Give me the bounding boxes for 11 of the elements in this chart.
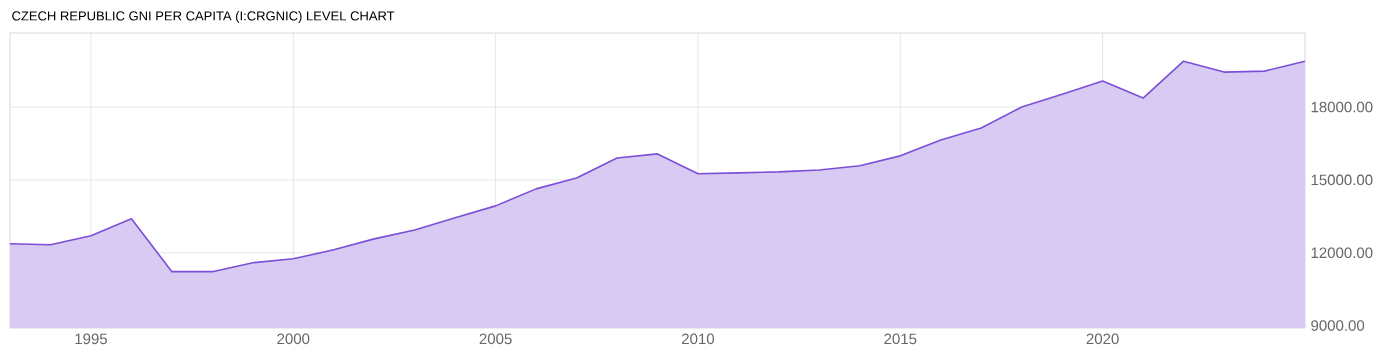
x-tick-label: 2000 xyxy=(277,333,310,345)
chart-title: CZECH REPUBLIC GNI PER CAPITA (I:CRGNIC) LEVEL CHART xyxy=(12,10,395,24)
x-tick-label: 2020 xyxy=(1086,333,1119,345)
x-tick-label: 2005 xyxy=(479,333,512,345)
y-tick-label: 12000.00 xyxy=(1311,247,1373,259)
y-tick-label: 9000.00 xyxy=(1311,320,1365,331)
x-tick-label: 2015 xyxy=(884,333,917,345)
y-tick-label: 18000.00 xyxy=(1311,101,1373,113)
y-tick-label: 15000.00 xyxy=(1311,174,1373,186)
x-tick-label: 1995 xyxy=(75,333,107,345)
x-tick-label: 2010 xyxy=(682,333,715,345)
